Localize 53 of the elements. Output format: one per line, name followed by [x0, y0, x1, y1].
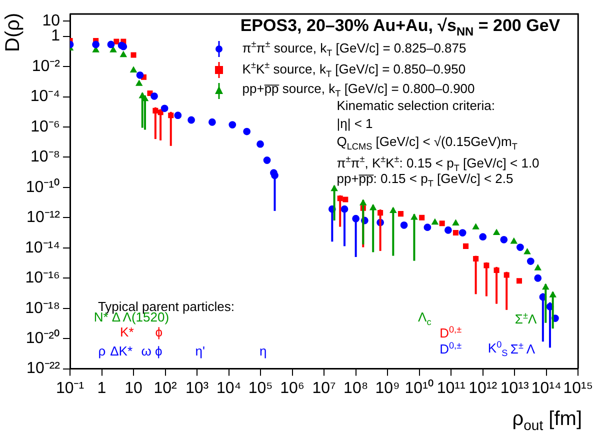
annotation: Σ$^{±}$Λ — [514, 310, 537, 328]
x-tick-label: 10¹⁰ — [404, 378, 434, 397]
x-tick-label: 10¹² — [468, 380, 498, 397]
x-tick-label: 10³ — [185, 380, 210, 397]
y-tick-label: 10⁻⁸ — [30, 148, 60, 166]
y-tick-label: 10⁻¹² — [26, 209, 61, 226]
x-tick-label: 10⁶ — [280, 380, 304, 397]
x-tick-label: 10¹¹ — [436, 380, 466, 397]
x-tick-label: 10⁵ — [248, 380, 273, 397]
text: π$^{±}$π$^{±}$, K$^{±}$K$^{±}$: 0.15 < p$_{T}$ [GeV/c] < 1.0 — [336, 154, 540, 174]
annotation: Σ$^{±}$ Λ — [510, 340, 536, 358]
annotation: D$^{0,±}$ — [440, 324, 462, 342]
annotation: Q$_{LCMS}$ [GeV/c] < √(0.15GeV)m$_{T}$ — [336, 134, 518, 152]
x-tick-label: 10⁴ — [216, 380, 242, 397]
y-tick-label: 10 — [42, 12, 60, 30]
annotation: ΔK* — [110, 343, 133, 360]
x-tick-label: 10⁷ — [312, 380, 336, 397]
annotation: ϕ — [155, 324, 163, 341]
x-tick-label: 10⁸ — [344, 380, 368, 397]
y-axis-title: D(ρ) — [2, 12, 25, 52]
x-tick-label: 10⁻¹ — [56, 380, 84, 397]
x-tick-label: 10¹³ — [500, 380, 530, 397]
y-tick-label: 10⁻⁴ — [30, 88, 60, 106]
annotation: η' — [195, 343, 205, 360]
y-tick-label: 10⁻¹⁴ — [25, 239, 60, 256]
annotation: |η| < 1 — [336, 116, 373, 132]
chart-title: EPOS3, 20–30% Au+Au, √s$_{NN}$ = 200 GeV — [240, 16, 560, 40]
legend-label: pp+p̅p̅ source, k$_{T}$ [GeV/c] = 0.800–0.900 — [242, 80, 475, 100]
annotation: K* — [120, 324, 134, 341]
y-tick-label: 10⁻²⁰ — [26, 328, 60, 347]
x-tick-label: 10⁹ — [375, 380, 400, 397]
annotation: ρ — [98, 343, 106, 360]
x-tick-label: 10¹⁵ — [563, 380, 594, 397]
legend-label: π$^{±}$π$^{±}$ source, k$_{T}$ [GeV/c] = 0.825–0.875 — [242, 38, 466, 58]
y-tick-label: 10⁻¹⁰ — [26, 178, 60, 196]
x-axis-title: ρ$_{out}$ [fm] — [512, 408, 582, 433]
x-tick-label: 10 — [124, 380, 143, 397]
y-tick-label: 10⁻¹⁸ — [25, 300, 60, 317]
annotation: pp+p̅p̅: 0.15 < p$_{T}$ [GeV/c] < 2.5 — [336, 170, 514, 189]
x-tick-label: 10² — [154, 380, 178, 397]
annotation: Λ$_{c}$ — [418, 310, 432, 328]
annotation: D$^{0,±}$ — [440, 340, 462, 358]
y-tick-label: 10⁻²² — [26, 360, 61, 378]
y-tick-label: 1 — [51, 28, 60, 45]
y-tick-label: 10⁻² — [32, 58, 61, 75]
x-tick-label: 10¹⁴ — [531, 380, 562, 397]
annotation: ω ϕ — [141, 343, 162, 360]
y-tick-label: 10⁻¹⁶ — [25, 270, 60, 287]
annotation: Kinematic selection criteria: — [336, 98, 495, 114]
legend-label: K$^{±}$K$^{±}$ source, k$_{T}$ [GeV/c] = 0.850–0.950 — [242, 60, 466, 80]
annotation: η — [259, 343, 267, 360]
x-tick-label: 1 — [97, 380, 106, 397]
y-tick-label: 10⁻⁶ — [30, 118, 60, 136]
